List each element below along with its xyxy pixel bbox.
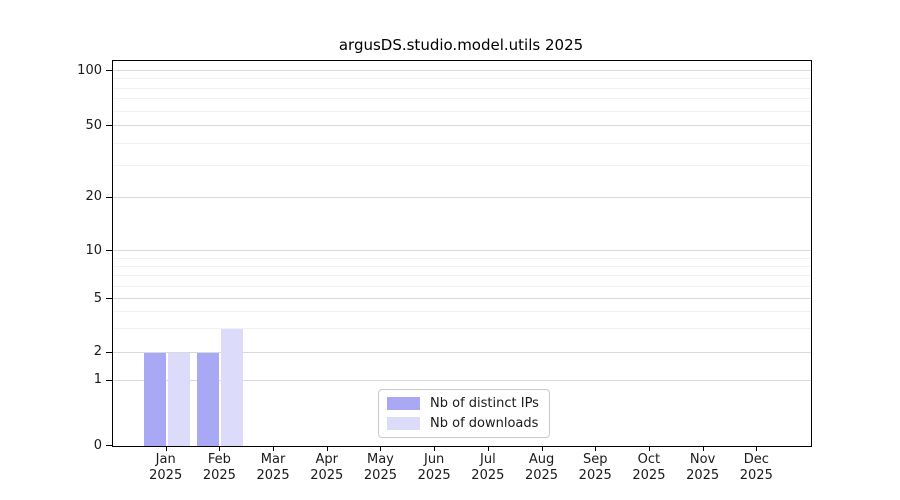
x-tick-year: 2025 xyxy=(149,468,183,483)
legend-label-downloads: Nb of downloads xyxy=(430,416,539,431)
y-tick-mark xyxy=(106,445,112,446)
x-tick-month: Jan xyxy=(155,452,176,467)
y-tick-mark xyxy=(106,250,112,252)
x-tick-month: Sep xyxy=(582,452,608,467)
x-tick-month: Aug xyxy=(528,452,555,467)
x-tick-month: Dec xyxy=(743,452,769,467)
legend: Nb of distinct IPs Nb of downloads xyxy=(378,389,550,438)
x-tick-month: Feb xyxy=(207,452,231,467)
legend-item-downloads: Nb of downloads xyxy=(387,416,539,431)
x-tick-label-oct: Oct 2025 xyxy=(617,452,681,484)
y-tick-mark xyxy=(106,379,112,381)
x-tick-year: 2025 xyxy=(632,468,666,483)
bar-downloads-jan xyxy=(167,352,190,446)
y-tick-label: 2 xyxy=(93,344,102,360)
y-tick-label: 20 xyxy=(85,189,102,205)
y-tick-label: 50 xyxy=(85,117,102,133)
x-tick-month: Oct xyxy=(637,452,661,467)
y-tick-label: 10 xyxy=(85,242,102,258)
gridline-minor xyxy=(113,165,811,166)
x-tick-label-feb: Feb 2025 xyxy=(187,452,251,484)
x-tick-month: Jun xyxy=(423,452,445,467)
x-tick-mark xyxy=(326,446,328,451)
gridline-minor xyxy=(113,265,811,267)
y-tick-label: 100 xyxy=(77,62,102,78)
x-tick-mark xyxy=(541,446,543,451)
x-tick-mark xyxy=(595,446,597,451)
x-tick-year: 2025 xyxy=(417,468,451,483)
x-tick-label-aug: Aug 2025 xyxy=(510,452,574,484)
x-tick-label-jan: Jan 2025 xyxy=(134,452,198,484)
gridline-minor xyxy=(113,328,811,330)
x-tick-month: Jul xyxy=(480,452,496,467)
x-tick-label-sep: Sep 2025 xyxy=(563,452,627,484)
x-tick-label-may: May 2025 xyxy=(348,452,412,484)
x-tick-mark xyxy=(165,446,167,451)
x-tick-label-nov: Nov 2025 xyxy=(671,452,735,484)
gridline-minor xyxy=(113,285,811,287)
x-tick-label-dec: Dec 2025 xyxy=(724,452,788,484)
x-tick-mark xyxy=(487,446,489,451)
y-tick-mark xyxy=(106,298,112,300)
y-tick-label: 5 xyxy=(93,290,102,306)
y-tick-label: 0 xyxy=(93,437,102,453)
gridline-minor xyxy=(113,142,811,144)
gridline-major xyxy=(113,70,811,72)
gridline-major xyxy=(113,196,811,198)
legend-swatch-distinct-ips xyxy=(387,397,420,410)
x-tick-label-jun: Jun 2025 xyxy=(402,452,466,484)
x-tick-mark xyxy=(648,446,650,451)
legend-swatch-downloads xyxy=(387,417,420,430)
gridline-minor xyxy=(113,87,811,89)
x-tick-year: 2025 xyxy=(739,468,773,483)
gridline-minor xyxy=(113,311,811,313)
bar-distinct-ips-feb xyxy=(197,352,220,446)
x-tick-mark xyxy=(219,446,221,451)
x-tick-label-mar: Mar 2025 xyxy=(241,452,305,484)
legend-item-distinct-ips: Nb of distinct IPs xyxy=(387,396,539,411)
x-tick-label-jul: Jul 2025 xyxy=(456,452,520,484)
y-tick-mark xyxy=(106,125,112,127)
bar-downloads-feb xyxy=(221,329,244,446)
y-tick-mark xyxy=(106,196,112,198)
gridline-minor xyxy=(113,78,811,80)
y-tick-label: 1 xyxy=(93,372,102,388)
plot-area xyxy=(112,60,812,447)
gridline-major xyxy=(113,125,811,127)
gridline-major xyxy=(113,298,811,300)
x-tick-mark xyxy=(273,446,275,451)
x-tick-year: 2025 xyxy=(256,468,290,483)
y-tick-mark xyxy=(106,351,112,353)
y-tick-mark xyxy=(106,70,112,71)
x-tick-month: Mar xyxy=(260,452,286,467)
legend-label-distinct-ips: Nb of distinct IPs xyxy=(430,396,539,411)
x-tick-label-apr: Apr 2025 xyxy=(295,452,359,484)
x-tick-year: 2025 xyxy=(686,468,720,483)
x-tick-year: 2025 xyxy=(202,468,236,483)
x-tick-month: Apr xyxy=(315,452,339,467)
x-tick-year: 2025 xyxy=(363,468,397,483)
gridline-minor xyxy=(113,98,811,100)
x-tick-year: 2025 xyxy=(524,468,559,483)
chart-title: argusDS.studio.model.utils 2025 xyxy=(338,36,584,54)
x-tick-year: 2025 xyxy=(471,468,505,483)
gridline-major xyxy=(113,351,811,353)
gridline-minor xyxy=(113,110,811,112)
bar-distinct-ips-jan xyxy=(143,352,166,446)
x-tick-mark xyxy=(434,446,436,451)
x-tick-year: 2025 xyxy=(310,468,344,483)
gridline-minor xyxy=(113,274,811,276)
x-tick-mark xyxy=(756,446,758,451)
gridline-major xyxy=(113,250,811,252)
x-tick-mark xyxy=(702,446,704,451)
gridline-minor xyxy=(113,257,811,259)
x-tick-mark xyxy=(380,446,382,451)
x-tick-month: May xyxy=(367,452,394,467)
gridline-major xyxy=(113,379,811,381)
x-tick-year: 2025 xyxy=(578,468,612,483)
x-tick-month: Nov xyxy=(689,452,716,467)
